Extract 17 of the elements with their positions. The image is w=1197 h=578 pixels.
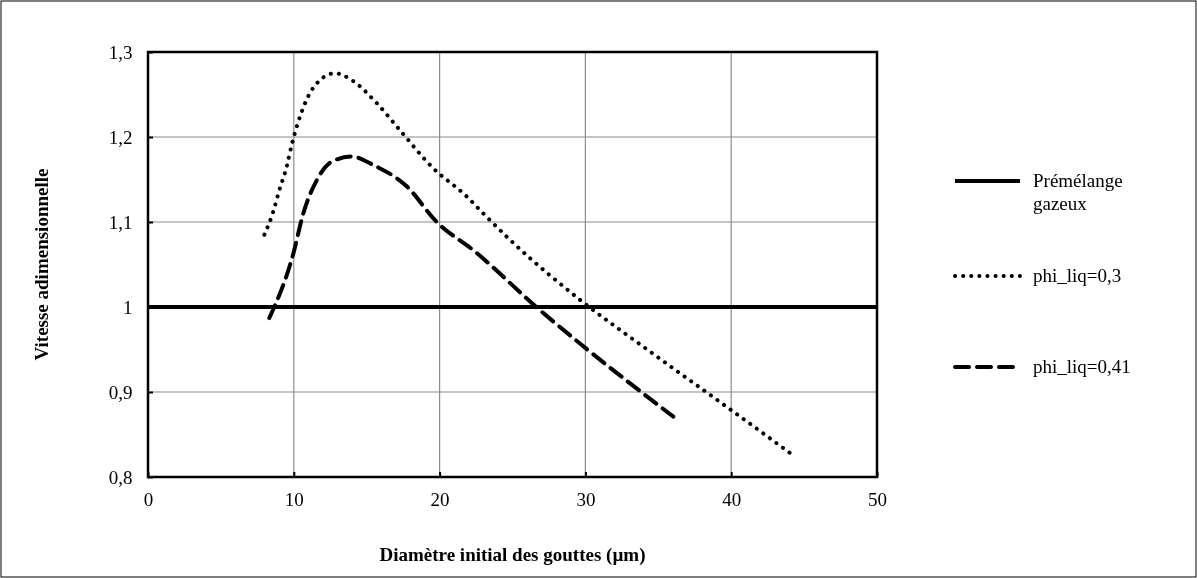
legend-label: Prémélange gazeux	[1033, 170, 1123, 214]
x-tick-label: 0	[143, 488, 154, 510]
x-axis-title: Diamètre initial des gouttes (µm)	[379, 544, 646, 566]
x-tick-label: 10	[284, 488, 304, 510]
y-tick-label: 1	[122, 296, 133, 318]
x-tick-label: 30	[576, 488, 596, 510]
y-tick-label: 1,2	[108, 126, 133, 148]
x-tick-label: 20	[430, 488, 450, 510]
y-tick-label: 0,8	[108, 466, 133, 488]
y-tick-label: 0,9	[108, 381, 133, 403]
y-tick-label: 1,1	[108, 211, 133, 233]
legend-label: phi_liq=0,3	[1033, 265, 1122, 286]
x-tick-label: 50	[868, 488, 887, 510]
y-tick-label: 1,3	[108, 41, 133, 63]
x-tick-label: 40	[722, 488, 742, 510]
legend-label: phi_liq=0,41	[1033, 356, 1131, 377]
y-axis-title: Vitesse adimensionnelle	[31, 168, 52, 361]
